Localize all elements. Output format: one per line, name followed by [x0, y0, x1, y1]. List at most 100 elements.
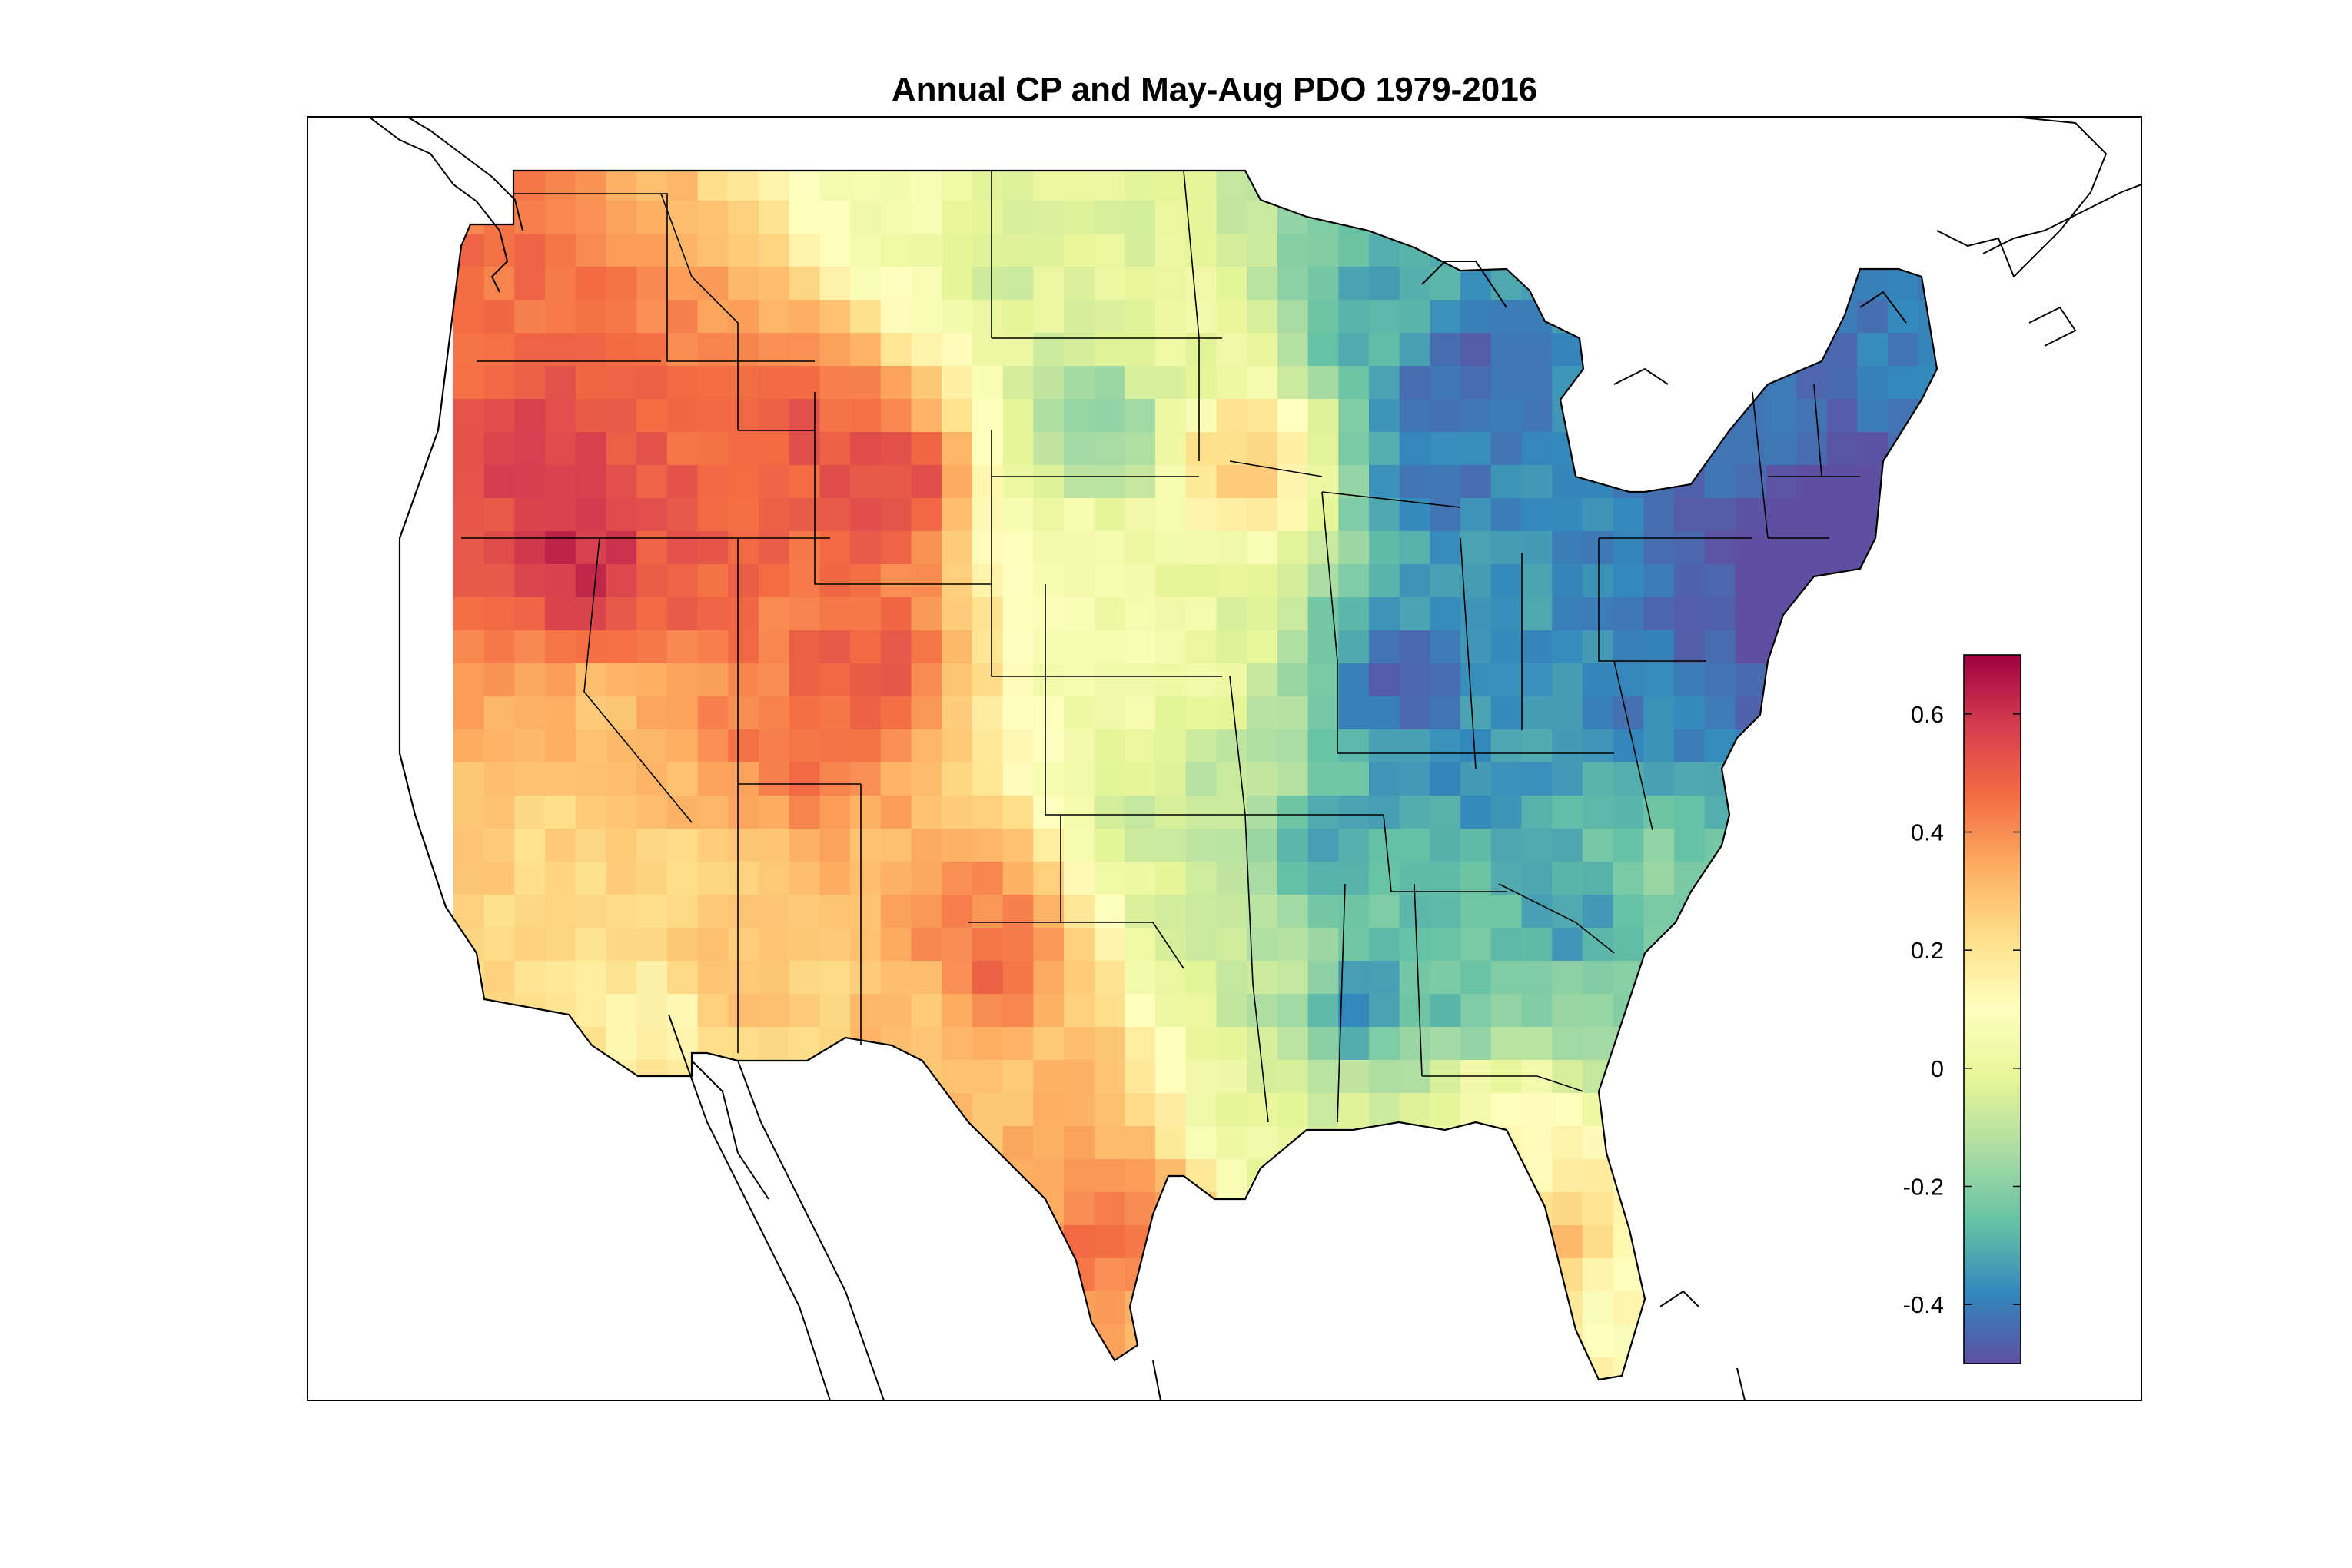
grid-cell [1033, 597, 1065, 631]
grid-cell [636, 366, 668, 400]
grid-cell [545, 829, 576, 862]
grid-cell [1735, 300, 1766, 334]
grid-cell [850, 201, 882, 234]
grid-cell [1155, 564, 1187, 598]
grid-cell [1674, 498, 1706, 532]
grid-cell [1125, 531, 1156, 565]
grid-cell [1521, 597, 1553, 631]
grid-cell [789, 267, 820, 301]
grid-cell [1064, 1159, 1095, 1193]
grid-cell [942, 696, 973, 730]
grid-cell [636, 862, 668, 895]
grid-cell [606, 1225, 637, 1259]
grid-cell [1582, 1225, 1614, 1259]
grid-cell [1766, 762, 1797, 796]
grid-cell [1399, 531, 1430, 565]
grid-cell [1155, 1093, 1187, 1127]
grid-cell [1490, 729, 1523, 763]
grid-cell [1918, 1093, 1937, 1127]
grid-cell [1064, 1027, 1095, 1061]
grid-cell [1490, 597, 1523, 631]
grid-cell [1338, 630, 1370, 664]
grid-cell [1552, 928, 1583, 962]
state-border [1321, 491, 1338, 753]
grid-cell [636, 1225, 668, 1259]
grid-cell [1094, 531, 1125, 565]
grid-cell [1796, 267, 1828, 301]
grid-cell [1460, 862, 1492, 895]
grid-cell [697, 994, 729, 1028]
grid-cell [1033, 531, 1065, 565]
grid-cell [1338, 796, 1370, 829]
grid-cell [1430, 201, 1461, 234]
grid-cell [1490, 961, 1523, 995]
grid-cell [453, 729, 485, 763]
grid-cell [942, 267, 973, 301]
grid-cell [1735, 171, 1766, 201]
grid-cell [545, 1093, 576, 1127]
grid-cell [1918, 234, 1937, 267]
grid-cell [1582, 696, 1614, 730]
state-border [1414, 883, 1423, 1077]
grid-cell [1002, 961, 1034, 995]
grid-cell [483, 465, 515, 499]
grid-cell [819, 961, 851, 995]
grid-cell [1887, 234, 1919, 267]
grid-cell [1826, 1192, 1858, 1226]
grid-cell [1613, 928, 1644, 962]
grid-cell [1613, 465, 1644, 499]
grid-cell [483, 1027, 515, 1061]
grid-cell [1582, 928, 1614, 962]
grid-cell [942, 862, 973, 895]
grid-cell [697, 366, 729, 400]
grid-cell [1490, 333, 1523, 367]
grid-cell [606, 465, 637, 499]
grid-cell [453, 630, 485, 664]
grid-cell [1735, 630, 1766, 664]
grid-cell [1125, 1027, 1156, 1061]
grid-cell [850, 1258, 882, 1292]
grid-cell [1857, 1192, 1889, 1226]
grid-cell [545, 399, 576, 433]
grid-cell [1521, 465, 1553, 499]
grid-cell [880, 1159, 912, 1193]
grid-cell [697, 729, 729, 763]
grid-cell [972, 432, 1004, 466]
grid-cell [1490, 366, 1523, 400]
grid-cell [1521, 1093, 1553, 1127]
grid-cell [636, 663, 668, 697]
grid-cell [1216, 498, 1247, 532]
grid-cell [1002, 201, 1034, 234]
grid-cell [483, 1093, 515, 1127]
grid-cell [1887, 498, 1919, 532]
grid-cell [1918, 729, 1937, 763]
coastline-segment [368, 117, 509, 293]
grid-cell [1704, 366, 1736, 400]
grid-cell [1521, 961, 1553, 995]
grid-cell [1766, 862, 1797, 895]
grid-cell [666, 895, 699, 929]
grid-cell [1948, 300, 1979, 334]
grid-cell [575, 1192, 607, 1226]
grid-cell [1674, 171, 1706, 201]
grid-cell [1094, 1258, 1125, 1292]
grid-cell [1399, 961, 1430, 995]
grid-cell [819, 234, 851, 267]
grid-cell [1033, 201, 1065, 234]
grid-cell [636, 498, 668, 532]
grid-cell [1216, 432, 1247, 466]
grid-cell [1857, 1126, 1889, 1160]
grid-cell [1338, 498, 1370, 532]
grid-cell [1490, 630, 1523, 664]
grid-cell [1430, 300, 1461, 334]
grid-cell [1307, 961, 1339, 995]
grid-cell [636, 300, 668, 334]
grid-cell [514, 1159, 546, 1193]
colorbar [1963, 654, 2021, 1364]
grid-cell [942, 1324, 973, 1358]
grid-cell [483, 729, 515, 763]
grid-cell [1094, 432, 1125, 466]
grid-cell [606, 267, 637, 301]
grid-cell [789, 663, 820, 697]
grid-cell [1033, 895, 1065, 929]
